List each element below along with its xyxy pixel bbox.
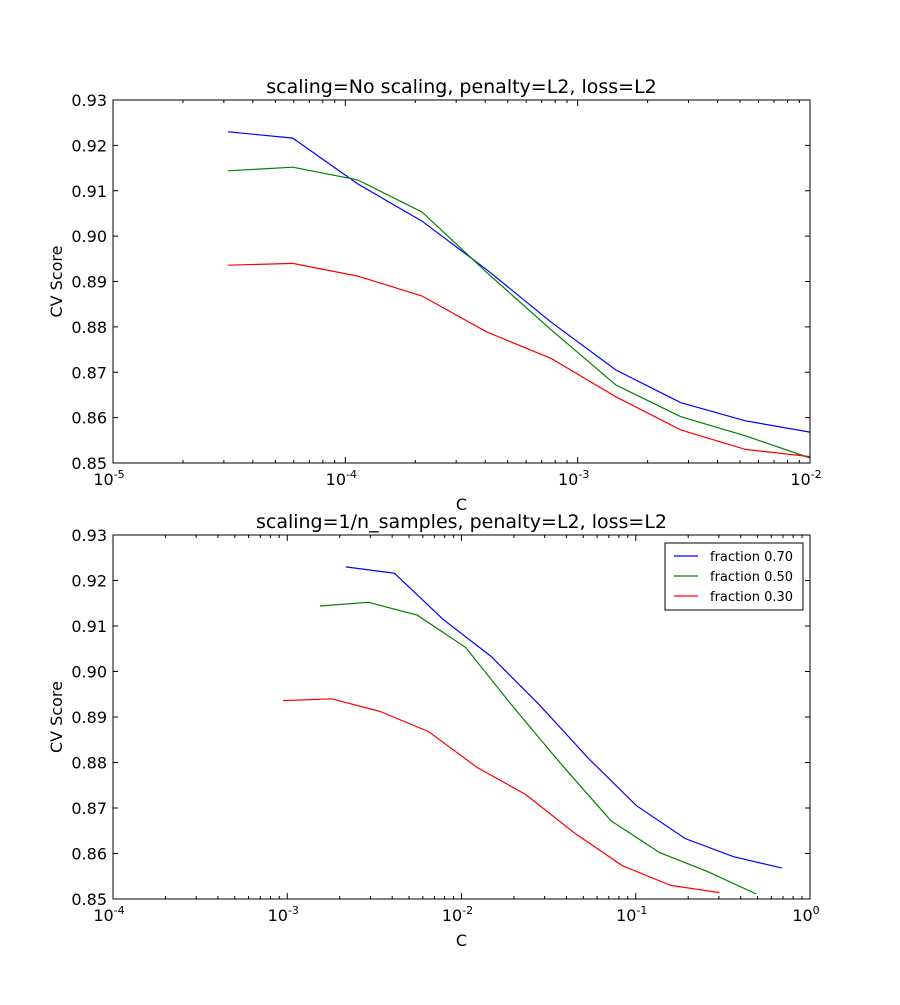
x-tick-label: 10-2 [442,904,473,925]
x-axis-label: C [456,931,467,950]
x-tick-label: 10-1 [616,904,647,925]
legend-label: fraction 0.70 [710,550,793,565]
series-line-fraction-0-30 [228,262,811,458]
x-tick-label: 10-5 [93,468,124,489]
y-tick-label: 0.93 [71,91,107,110]
y-tick-label: 0.87 [71,799,107,818]
series-line-fraction-0-50 [319,601,757,895]
x-tick-exponent: -5 [114,468,125,481]
x-tick-label: 10-3 [268,904,299,925]
chart-title: scaling=No scaling, penalty=L2, loss=L2 [266,76,657,98]
x-tick-base: 10 [616,906,636,925]
legend-label: fraction 0.30 [710,590,793,605]
y-tick-label: 0.90 [71,227,107,246]
chart-title: scaling=1/n_samples, penalty=L2, loss=L2 [256,511,667,533]
x-tick-base: 10 [326,470,346,489]
y-tick-label: 0.85 [71,454,107,473]
x-tick-label: 100 [792,904,819,925]
x-tick-exponent: -3 [578,468,589,481]
x-tick-base: 10 [792,906,812,925]
x-tick-label: 10-2 [790,468,821,489]
y-axis-label: CV Score [47,245,66,317]
x-tick-label: 10-4 [326,468,357,489]
x-tick-exponent: -2 [811,468,822,481]
series-line-fraction-0-30 [282,698,720,894]
y-tick-label: 0.92 [71,572,107,591]
x-tick-base: 10 [268,906,288,925]
legend: fraction 0.70 fraction 0.50 fraction 0.30 [664,542,804,611]
y-tick-label: 0.85 [71,890,107,909]
x-tick-exponent: -3 [288,904,299,917]
y-tick-label: 0.86 [71,845,107,864]
y-tick-label: 0.86 [71,409,107,428]
subplot-2: 0.850.860.870.880.890.900.910.920.9310-4… [47,511,820,950]
legend-label: fraction 0.50 [710,570,793,585]
y-tick-label: 0.90 [71,663,107,682]
series-line-fraction-0-70 [228,131,811,433]
series-line-fraction-0-50 [228,166,811,459]
y-tick-label: 0.88 [71,754,107,773]
y-tick-label: 0.87 [71,363,107,382]
x-tick-label: 10-4 [93,904,124,925]
y-axis-label: CV Score [47,681,66,753]
x-tick-base: 10 [93,906,113,925]
x-axis-label: C [456,495,467,514]
x-tick-base: 10 [558,470,578,489]
y-tick-label: 0.91 [71,182,107,201]
x-tick-base: 10 [93,470,113,489]
y-tick-label: 0.93 [71,526,107,545]
x-tick-base: 10 [790,470,810,489]
subplot-1: 0.850.860.870.880.890.900.910.920.9310-5… [47,76,822,514]
x-tick-base: 10 [442,906,462,925]
x-tick-exponent: -1 [636,904,647,917]
series-line-fraction-0-70 [345,566,783,869]
x-tick-label: 10-3 [558,468,589,489]
x-tick-exponent: -4 [346,468,357,481]
y-tick-label: 0.92 [71,136,107,155]
axes-frame [112,99,811,464]
y-tick-label: 0.88 [71,318,107,337]
x-tick-exponent: -4 [114,904,125,917]
y-tick-label: 0.89 [71,708,107,727]
y-tick-label: 0.89 [71,273,107,292]
x-tick-exponent: -2 [462,904,473,917]
x-tick-exponent: 0 [813,904,820,917]
y-tick-label: 0.91 [71,617,107,636]
